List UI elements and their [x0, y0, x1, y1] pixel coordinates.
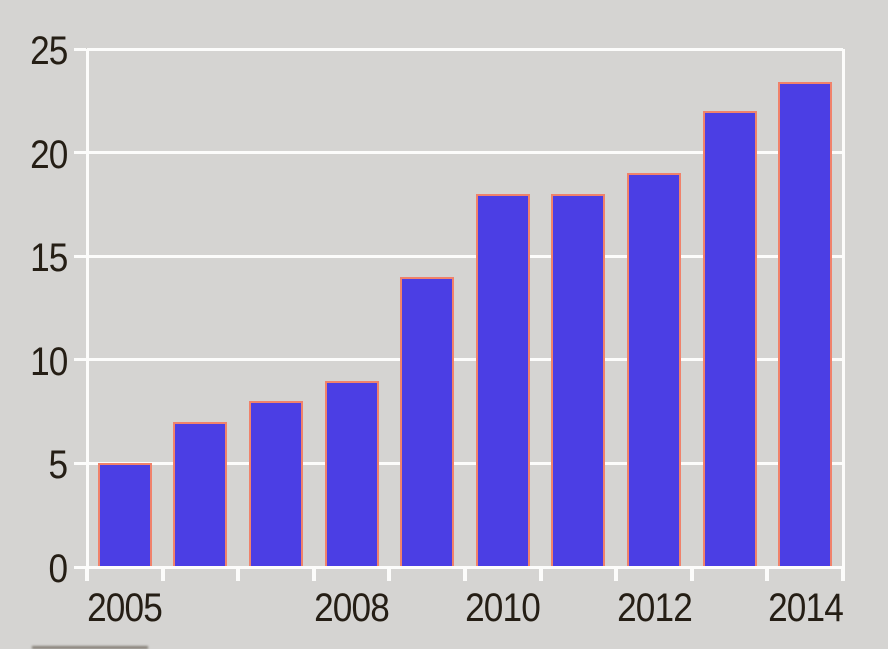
x-tick-3 — [311, 567, 316, 581]
x-tick-label-2010: 2010 — [423, 588, 583, 628]
x-tick-label-text: 2005 — [87, 586, 163, 630]
y-tick-0 — [74, 565, 86, 569]
bar-2006 — [173, 422, 228, 569]
y-tick-10 — [74, 358, 86, 362]
y-tick-label-15: 15 — [0, 236, 68, 281]
x-tick-10 — [841, 567, 845, 581]
x-tick-7 — [614, 567, 619, 581]
x-tick-6 — [538, 567, 543, 581]
y-tick-label-5: 5 — [0, 443, 68, 488]
y-tick-label-text: 20 — [29, 132, 68, 177]
bar-2008 — [324, 380, 379, 569]
right-spine — [841, 49, 845, 567]
top-spine — [87, 47, 843, 51]
x-tick-5 — [463, 567, 467, 581]
bar-2010 — [475, 194, 530, 569]
x-tick-label-2008: 2008 — [272, 588, 432, 628]
y-tick-label-text: 10 — [29, 339, 68, 384]
bar-2012 — [627, 173, 681, 569]
y-tick-label-text: 25 — [29, 29, 68, 73]
x-tick-label-2005: 2005 — [45, 588, 205, 628]
y-tick-5 — [74, 461, 86, 465]
x-tick-label-text: 2008 — [314, 586, 390, 630]
x-tick-label-2014: 2014 — [725, 588, 885, 628]
gridline-y-15 — [87, 254, 843, 258]
x-tick-label-text: 2014 — [767, 586, 844, 630]
y-tick-label-text: 0 — [48, 547, 68, 591]
y-tick-label-25: 25 — [0, 29, 68, 73]
gridline-y-20 — [87, 151, 843, 155]
bar-2013 — [702, 111, 757, 569]
y-tick-label-10: 10 — [0, 339, 68, 384]
y-tick-15 — [74, 254, 86, 258]
x-tick-2 — [236, 567, 241, 581]
x-tick-8 — [689, 567, 694, 581]
y-tick-25 — [74, 47, 86, 51]
y-axis-line — [85, 49, 89, 567]
bar-2007 — [249, 401, 303, 569]
x-tick-4 — [387, 567, 392, 581]
y-tick-label-0: 0 — [0, 547, 68, 591]
x-tick-0 — [85, 567, 89, 581]
gridline-y-5 — [87, 461, 843, 465]
bar-2014 — [778, 82, 833, 569]
y-tick-label-20: 20 — [0, 132, 68, 177]
y-tick-label-text: 15 — [29, 236, 68, 281]
x-tick-1 — [160, 567, 165, 581]
x-tick-label-text: 2012 — [616, 586, 693, 630]
x-tick-label-2012: 2012 — [574, 588, 734, 628]
bar-2009 — [400, 276, 455, 569]
cropped-text-artifact — [32, 646, 148, 649]
bar-2011 — [551, 194, 606, 569]
gridline-y-10 — [87, 358, 843, 362]
x-tick-label-text: 2010 — [465, 586, 541, 630]
y-tick-label-text: 5 — [48, 443, 68, 488]
y-tick-20 — [74, 151, 86, 155]
x-tick-9 — [765, 567, 770, 581]
bar-2005 — [97, 463, 152, 569]
